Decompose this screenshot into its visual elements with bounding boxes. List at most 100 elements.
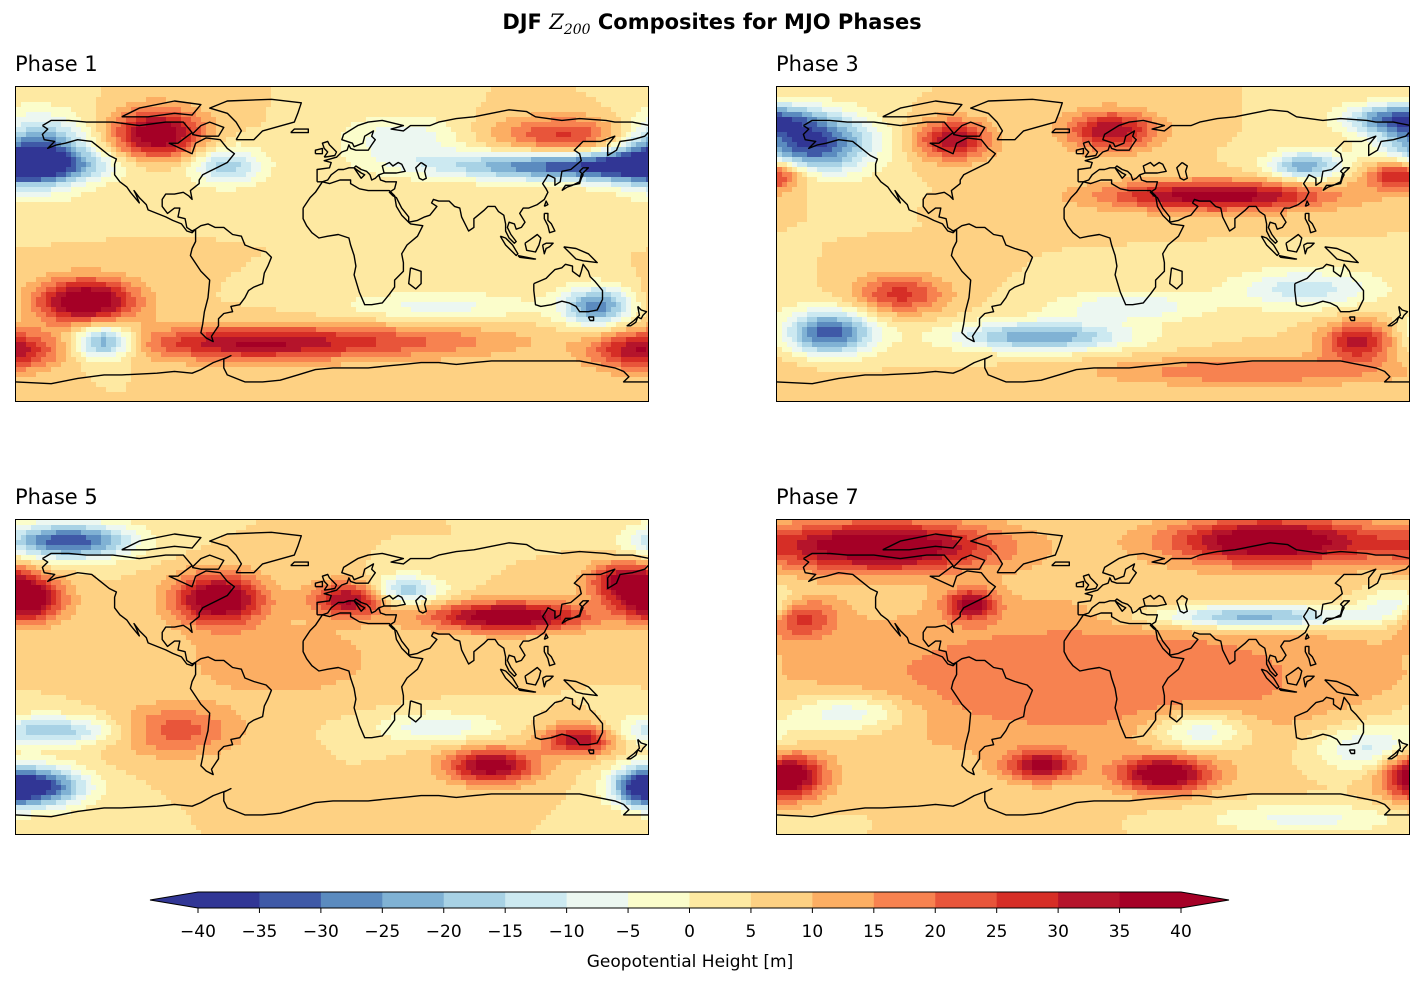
colorbar-swatch <box>320 892 383 908</box>
coastline <box>189 223 273 343</box>
coastline <box>1294 263 1365 313</box>
coastline <box>1348 749 1356 755</box>
coastline <box>524 666 542 686</box>
colorbar-swatch <box>1119 892 1182 908</box>
coastline <box>1304 212 1317 234</box>
colorbar: −40 −35 −30 −25 −20 −15 −10 −5 0 5 10 15 20 25 30 35 40 G… <box>149 891 1230 972</box>
coastline <box>1304 645 1317 667</box>
coastline <box>189 656 273 776</box>
colorbar-tick-label: 5 <box>746 922 757 942</box>
coastline <box>952 121 986 137</box>
coastline <box>1322 600 1351 625</box>
contour-field <box>16 520 648 834</box>
coastline <box>191 554 225 570</box>
coastline <box>543 200 549 208</box>
z200-field-phase-5 <box>16 520 648 834</box>
map-panel-phase-5 <box>15 519 649 835</box>
coastline <box>541 675 554 688</box>
coastline <box>1304 633 1310 641</box>
coastline <box>543 212 556 234</box>
coastline <box>1324 246 1359 264</box>
colorbar-swatch <box>689 892 752 908</box>
coastline <box>1063 179 1185 306</box>
colorbar-extend-min <box>150 892 198 908</box>
colorbar-swatch <box>1058 892 1121 908</box>
coastline <box>302 179 424 306</box>
coastline <box>191 121 225 137</box>
coastline <box>533 696 604 746</box>
colorbar-swatch <box>812 892 875 908</box>
coastline <box>302 612 424 739</box>
colorbar-tick-label: −40 <box>180 922 216 942</box>
coastline <box>587 316 595 322</box>
colorbar-tick-label: −35 <box>241 922 277 942</box>
coastline <box>517 254 537 260</box>
coastline <box>415 161 427 181</box>
coastline <box>290 561 309 567</box>
colorbar-swatch <box>566 892 629 908</box>
colorbar-label: Geopotential Height [m] <box>587 952 793 972</box>
coastline <box>41 552 236 667</box>
coastline <box>1260 668 1280 690</box>
colorbar-swatch <box>996 892 1059 908</box>
colorbar-tick-label: 25 <box>986 922 1008 942</box>
map-panel-phase-3 <box>776 86 1410 402</box>
colorbar-swatch <box>935 892 998 908</box>
colorbar-swatch <box>628 892 690 908</box>
coastline <box>1387 305 1409 327</box>
coastline <box>587 749 595 755</box>
colorbar-swatch <box>505 892 568 908</box>
coastline <box>626 738 648 760</box>
coastline <box>1322 167 1351 192</box>
coastline <box>952 554 986 570</box>
coastline <box>541 242 554 255</box>
coastline <box>316 109 648 244</box>
coastline <box>1278 254 1298 260</box>
coastline <box>543 633 549 641</box>
coastline <box>970 98 1063 141</box>
panel-title-phase-7: Phase 7 <box>776 485 859 509</box>
coastline <box>1176 594 1188 614</box>
coastline <box>321 573 338 591</box>
contour-field <box>16 87 648 401</box>
colorbar-tick-label: −30 <box>303 922 339 942</box>
coastline <box>543 645 556 667</box>
coastline <box>1077 542 1409 677</box>
coastline <box>290 128 309 134</box>
colorbar-swatch <box>259 892 322 908</box>
contour-field <box>777 520 1409 834</box>
coastline <box>314 580 324 588</box>
colorbar-swatch <box>873 892 936 908</box>
map-panel-phase-1 <box>15 86 649 402</box>
coastline <box>1075 147 1085 155</box>
coastline <box>563 246 598 264</box>
coastline <box>970 531 1063 574</box>
coastline <box>882 100 963 118</box>
map-panel-phase-7 <box>776 519 1410 835</box>
colorbar-tick-label: 30 <box>1047 922 1069 942</box>
coastline <box>321 140 338 158</box>
coastline <box>1051 561 1070 567</box>
coastline <box>1285 233 1303 253</box>
colorbar-tick-label: 15 <box>863 922 885 942</box>
colorbar-swatch <box>198 892 260 908</box>
coastline <box>1278 687 1298 693</box>
coastline <box>1169 267 1183 290</box>
coastline <box>1260 235 1280 257</box>
colorbar-tick-label: −5 <box>616 922 641 942</box>
coastline <box>1324 679 1359 697</box>
coastline <box>1051 128 1070 134</box>
coastline <box>777 354 1409 385</box>
coastline <box>121 533 202 551</box>
z200-field-phase-7 <box>777 520 1409 834</box>
contour-field <box>777 87 1409 401</box>
figure-title: DJF Z200 Composites for MJO Phases <box>0 10 1424 38</box>
coastline <box>16 354 648 385</box>
coastline <box>415 594 427 614</box>
coastline <box>1169 700 1183 723</box>
coastline <box>499 668 519 690</box>
coastline <box>121 100 202 118</box>
coastline <box>408 267 422 290</box>
z200-field-phase-1 <box>16 87 648 401</box>
colorbar-tick-label: 35 <box>1109 922 1131 942</box>
